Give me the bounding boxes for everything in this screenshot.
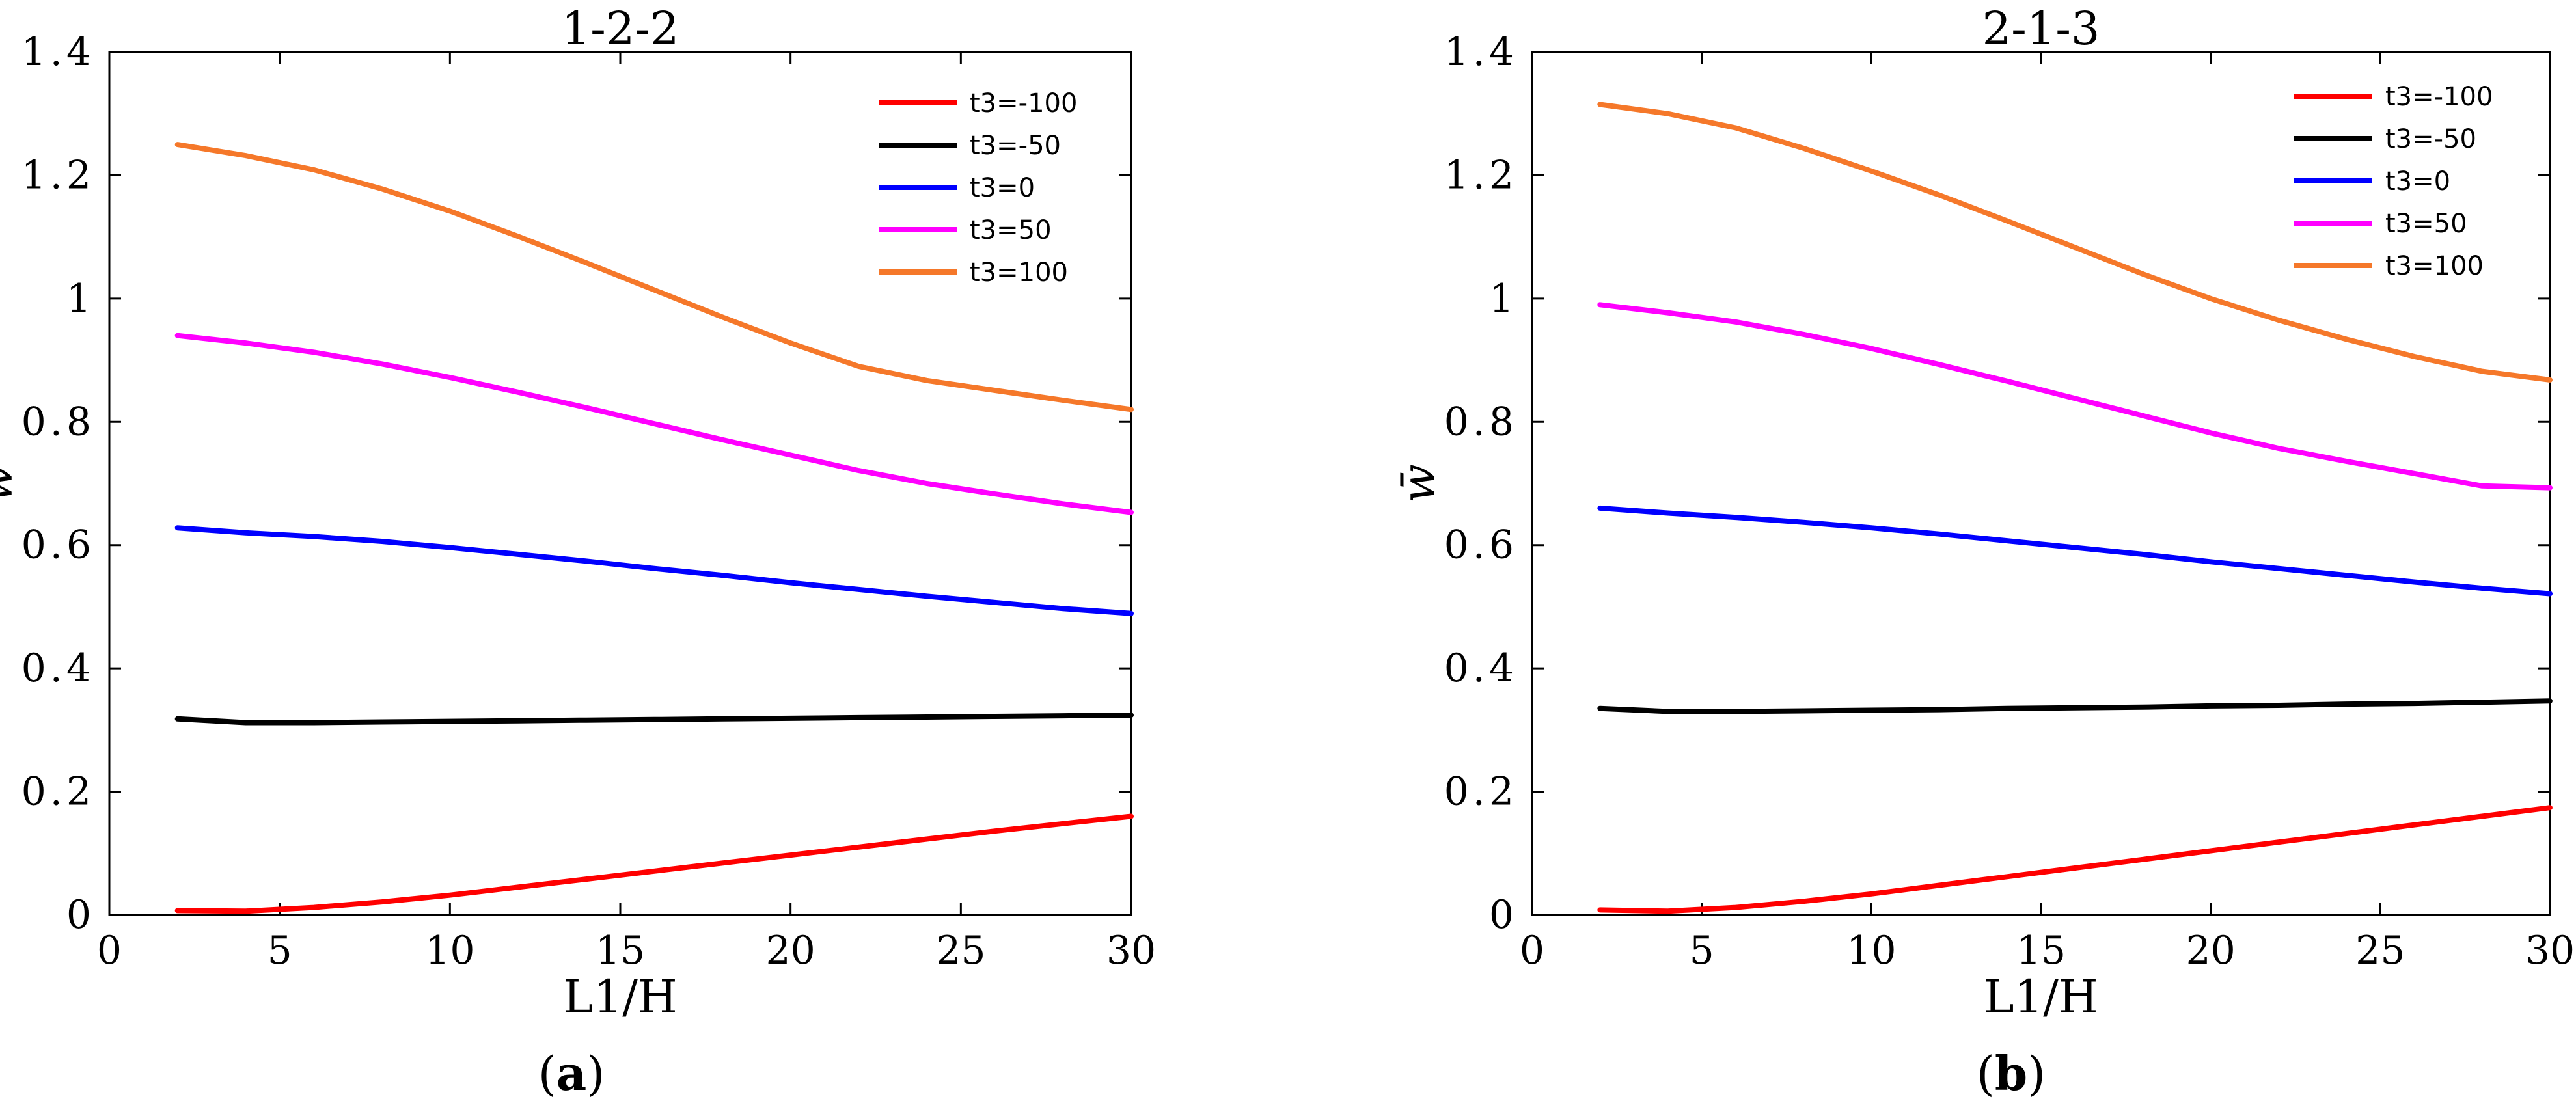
legend: t3=-100 t3=-50 t3=0 t3=50 t3=100 — [879, 88, 1077, 288]
legend-label: t3=-50 — [970, 131, 1061, 161]
series-line-t3=-100 — [174, 813, 1134, 914]
y-tick-label: 0.6 — [1444, 523, 1518, 568]
x-tick-label: 0 — [97, 928, 122, 973]
y-tick-label: 0.8 — [21, 399, 95, 444]
series-line-t3=0 — [1597, 505, 2553, 597]
series-line-t3=50 — [174, 333, 1134, 515]
x-tick-label: 25 — [2355, 928, 2405, 973]
x-tick-label: 15 — [596, 928, 645, 973]
series-line-t3=-100 — [1597, 805, 2553, 914]
y-tick-label: 0.8 — [1444, 399, 1518, 444]
y-tick-label: 0.6 — [21, 523, 95, 568]
x-tick-label: 20 — [2185, 928, 2235, 973]
legend-label: t3=-50 — [2385, 124, 2476, 154]
legend-label: t3=-100 — [970, 88, 1077, 118]
x-axis-label: L1/H — [563, 970, 678, 1024]
y-tick-label: 1.4 — [21, 29, 95, 75]
x-tick-label: 30 — [2525, 928, 2575, 973]
x-tick-label: 5 — [267, 928, 292, 973]
panel-paren-close: ) — [586, 1046, 605, 1101]
chart-title: 1-2-2 — [562, 2, 679, 55]
panel-paren-open: ( — [1977, 1046, 1995, 1101]
legend: t3=-100 t3=-50 t3=0 t3=50 t3=100 — [2294, 82, 2493, 281]
x-axis-label: L1/H — [1984, 970, 2098, 1024]
legend-label: t3=50 — [970, 215, 1052, 245]
x-tick-label: 30 — [1106, 928, 1156, 973]
legend-label: t3=0 — [2385, 167, 2450, 197]
y-tick-label: 1.4 — [1444, 29, 1518, 75]
panel-letter: b — [1995, 1046, 2027, 1101]
chart-title: 2-1-3 — [1982, 2, 2100, 55]
series-line-t3=-50 — [174, 713, 1134, 726]
series-line-t3=100 — [174, 142, 1134, 413]
legend-label: t3=0 — [970, 173, 1035, 203]
chart-panel-b: 0 5 10 15 20 25 30 0 0.2 0.4 0.6 0.8 1 1.2 1.4 2-1-3 L1/… — [1392, 2, 2575, 1101]
panel-letter: a — [556, 1046, 587, 1101]
y-tick-label: 0.4 — [1444, 645, 1518, 691]
x-tick-label: 10 — [1846, 928, 1896, 973]
y-axis-label: w̄ — [1392, 464, 1446, 503]
x-tick-label: 5 — [1690, 928, 1714, 973]
y-tick-label: 0.2 — [21, 769, 95, 815]
panel-paren-open: ( — [538, 1046, 556, 1101]
panel-paren-close: ) — [2027, 1046, 2046, 1101]
y-tick-label: 0.2 — [1444, 769, 1518, 815]
series-line-t3=50 — [1597, 302, 2553, 491]
panel-label: (b) — [1977, 1046, 2046, 1101]
chart-panel-a: 0 5 10 15 20 25 30 0 0.2 0.4 0.6 0.8 1 1.2 1.4 1-2-2 L1/… — [0, 2, 1156, 1101]
series-line-t3=0 — [174, 525, 1134, 616]
panel-label: (a) — [538, 1046, 605, 1101]
legend-label: t3=100 — [970, 258, 1068, 288]
x-tick-label: 0 — [1520, 928, 1544, 973]
x-tick-label: 20 — [765, 928, 815, 973]
series-line-t3=100 — [1597, 102, 2553, 383]
x-tick-label: 25 — [936, 928, 985, 973]
y-tick-label: 0.4 — [21, 645, 95, 691]
legend-label: t3=100 — [2385, 251, 2484, 281]
y-tick-label: 1.2 — [21, 152, 95, 198]
x-tick-label: 10 — [425, 928, 474, 973]
y-tick-label: 0 — [1489, 892, 1518, 938]
y-tick-label: 1 — [66, 276, 95, 321]
series-line-t3=-50 — [1597, 698, 2553, 714]
legend-label: t3=-100 — [2385, 82, 2493, 112]
y-tick-label: 1.2 — [1444, 152, 1518, 198]
y-tick-label: 0 — [66, 892, 95, 938]
legend-label: t3=50 — [2385, 209, 2467, 239]
x-tick-label: 15 — [2016, 928, 2066, 973]
y-axis-label: w̄ — [0, 464, 23, 503]
y-tick-label: 1 — [1489, 276, 1518, 321]
